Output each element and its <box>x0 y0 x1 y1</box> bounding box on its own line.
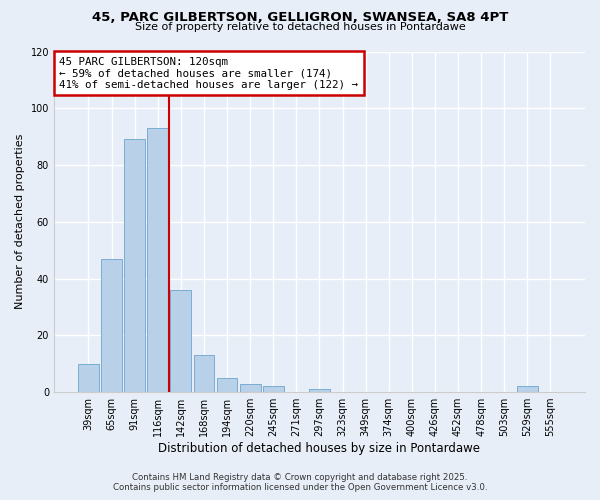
Bar <box>240 384 260 392</box>
Bar <box>309 389 330 392</box>
Text: Contains HM Land Registry data © Crown copyright and database right 2025.
Contai: Contains HM Land Registry data © Crown c… <box>113 473 487 492</box>
Bar <box>194 355 214 392</box>
X-axis label: Distribution of detached houses by size in Pontardawe: Distribution of detached houses by size … <box>158 442 481 455</box>
Bar <box>217 378 238 392</box>
Bar <box>148 128 168 392</box>
Bar <box>263 386 284 392</box>
Bar <box>124 140 145 392</box>
Text: Size of property relative to detached houses in Pontardawe: Size of property relative to detached ho… <box>134 22 466 32</box>
Bar <box>170 290 191 392</box>
Bar <box>517 386 538 392</box>
Bar <box>78 364 99 392</box>
Text: 45, PARC GILBERTSON, GELLIGRON, SWANSEA, SA8 4PT: 45, PARC GILBERTSON, GELLIGRON, SWANSEA,… <box>92 11 508 24</box>
Y-axis label: Number of detached properties: Number of detached properties <box>15 134 25 310</box>
Text: 45 PARC GILBERTSON: 120sqm
← 59% of detached houses are smaller (174)
41% of sem: 45 PARC GILBERTSON: 120sqm ← 59% of deta… <box>59 56 358 90</box>
Bar <box>101 258 122 392</box>
